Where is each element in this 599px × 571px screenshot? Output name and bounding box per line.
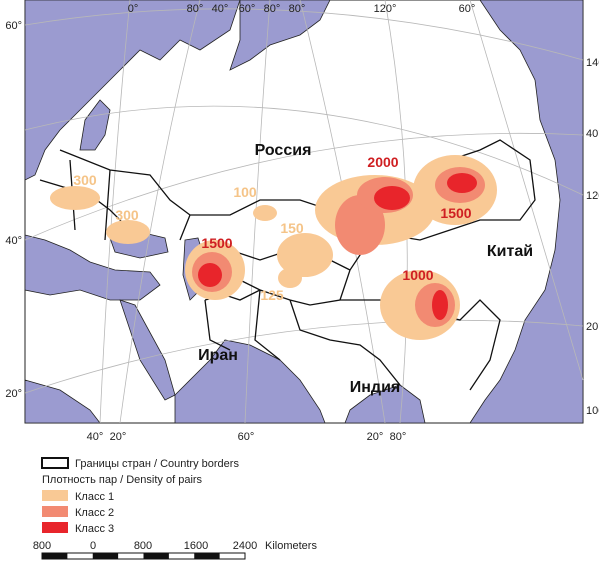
region-label: Иран	[198, 347, 238, 364]
graticule-label: 80°	[187, 3, 204, 15]
graticule-label: 60°	[238, 431, 255, 443]
class-swatch	[42, 522, 68, 533]
arctic	[229, 0, 331, 71]
pacific	[469, 0, 584, 424]
class-swatch	[42, 490, 68, 501]
indian-ocean	[24, 379, 101, 424]
graticule-label: 60°	[239, 3, 256, 15]
legend-label: Класс 2	[75, 507, 114, 519]
density-label: 100	[233, 184, 257, 200]
scale-label: 800	[134, 540, 152, 552]
graticule-label: 0°	[128, 3, 139, 15]
density-label: 1500	[201, 235, 232, 251]
baltic	[79, 99, 111, 151]
scale-bar: Kilometers 800 0 800 1600 2400	[33, 540, 317, 560]
density-label: 300	[73, 172, 97, 188]
region-label: Россия	[255, 142, 312, 159]
scale-segment	[42, 553, 68, 559]
graticule-label: 20°	[5, 388, 22, 400]
graticule-label: 140°	[586, 57, 599, 69]
legend: Границы стран / Country borders Плотност…	[41, 457, 239, 535]
map: 0° 80° 40° 60° 80° 80° 120° 60° 60° 40° …	[5, 0, 599, 443]
graticule-label: 40°	[87, 431, 104, 443]
legend-label: Класс 1	[75, 491, 114, 503]
density-label: 1000	[402, 267, 433, 283]
graticule-label: 20°	[586, 321, 599, 333]
density-areas	[50, 155, 497, 340]
graticule-label: 80°	[390, 431, 407, 443]
mediterranean	[24, 234, 161, 301]
scale-segment	[143, 553, 169, 559]
graticule-label: 40°	[5, 235, 22, 247]
legend-title: Плотность пар / Density of pairs	[42, 474, 203, 486]
border-swatch	[41, 457, 69, 469]
scale-label: 800	[33, 540, 51, 552]
bay-of-bengal	[344, 384, 426, 424]
scale-label: 1600	[184, 540, 208, 552]
density-label: 2000	[367, 154, 398, 170]
graticule-label: 120°	[374, 3, 397, 15]
class-swatch	[42, 506, 68, 517]
density-label: 1500	[440, 205, 471, 221]
graticule-label: 20°	[367, 431, 384, 443]
scale-segment	[194, 553, 220, 559]
density-label: 300	[115, 207, 139, 223]
graticule-label: 60°	[459, 3, 476, 15]
scale-segment	[92, 553, 119, 559]
density-label: 125	[260, 287, 284, 303]
graticule-label: 40°	[212, 3, 229, 15]
region-label: Китай	[487, 243, 533, 260]
graticule-label: 20°	[110, 431, 127, 443]
scale-unit: Kilometers	[265, 540, 317, 552]
region-label: Индия	[350, 379, 401, 396]
atlantic	[24, 0, 241, 181]
graticule-label: 60°	[5, 20, 22, 32]
graticule-label: 100°	[586, 405, 599, 417]
graticule-label: 120°	[586, 190, 599, 202]
graticule-label: 80°	[264, 3, 281, 15]
density-label: 150	[280, 220, 304, 236]
legend-classes: Класс 1 Класс 2 Класс 3	[42, 490, 114, 535]
scale-label: 2400	[233, 540, 257, 552]
graticule-label: 80°	[289, 3, 306, 15]
graticule-label: 40°	[586, 128, 599, 140]
scale-label: 0	[90, 540, 96, 552]
legend-label: Границы стран / Country borders	[75, 458, 239, 470]
arabian-sea	[174, 339, 326, 424]
legend-label: Класс 3	[75, 523, 114, 535]
